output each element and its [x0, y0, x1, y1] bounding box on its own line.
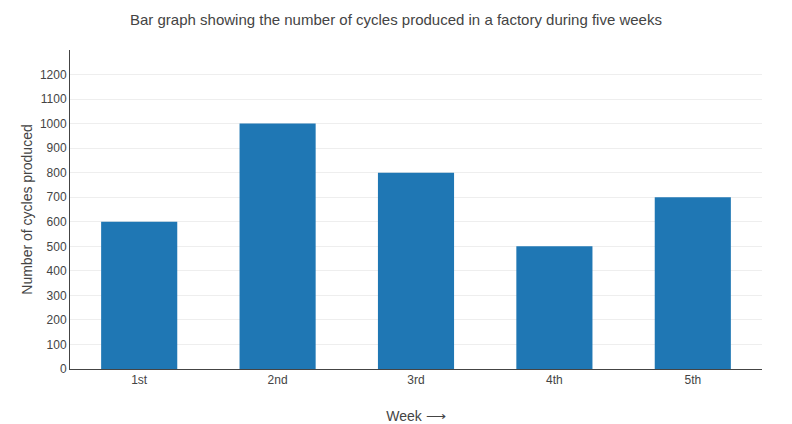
svg-text:1st: 1st: [131, 373, 148, 387]
svg-text:600: 600: [47, 215, 67, 229]
svg-text:Bar graph showing the number o: Bar graph showing the number of cycles p…: [130, 11, 662, 28]
svg-text:400: 400: [47, 264, 67, 278]
svg-text:500: 500: [47, 240, 67, 254]
svg-text:700: 700: [47, 190, 67, 204]
svg-text:1200: 1200: [40, 68, 67, 82]
svg-text:Week ⟶: Week ⟶: [386, 408, 445, 424]
svg-text:4th: 4th: [546, 373, 563, 387]
svg-text:1000: 1000: [40, 117, 67, 131]
svg-text:1100: 1100: [41, 92, 67, 106]
svg-text:3rd: 3rd: [407, 373, 424, 387]
svg-text:100: 100: [47, 338, 67, 352]
svg-text:200: 200: [47, 313, 67, 327]
svg-text:2nd: 2nd: [268, 373, 288, 387]
svg-text:900: 900: [47, 141, 67, 155]
svg-text:300: 300: [47, 289, 67, 303]
svg-text:5th: 5th: [684, 373, 701, 387]
svg-text:0: 0: [60, 362, 67, 376]
svg-text:800: 800: [47, 166, 67, 180]
svg-text:Number of cycles produced: Number of cycles produced: [19, 124, 35, 294]
